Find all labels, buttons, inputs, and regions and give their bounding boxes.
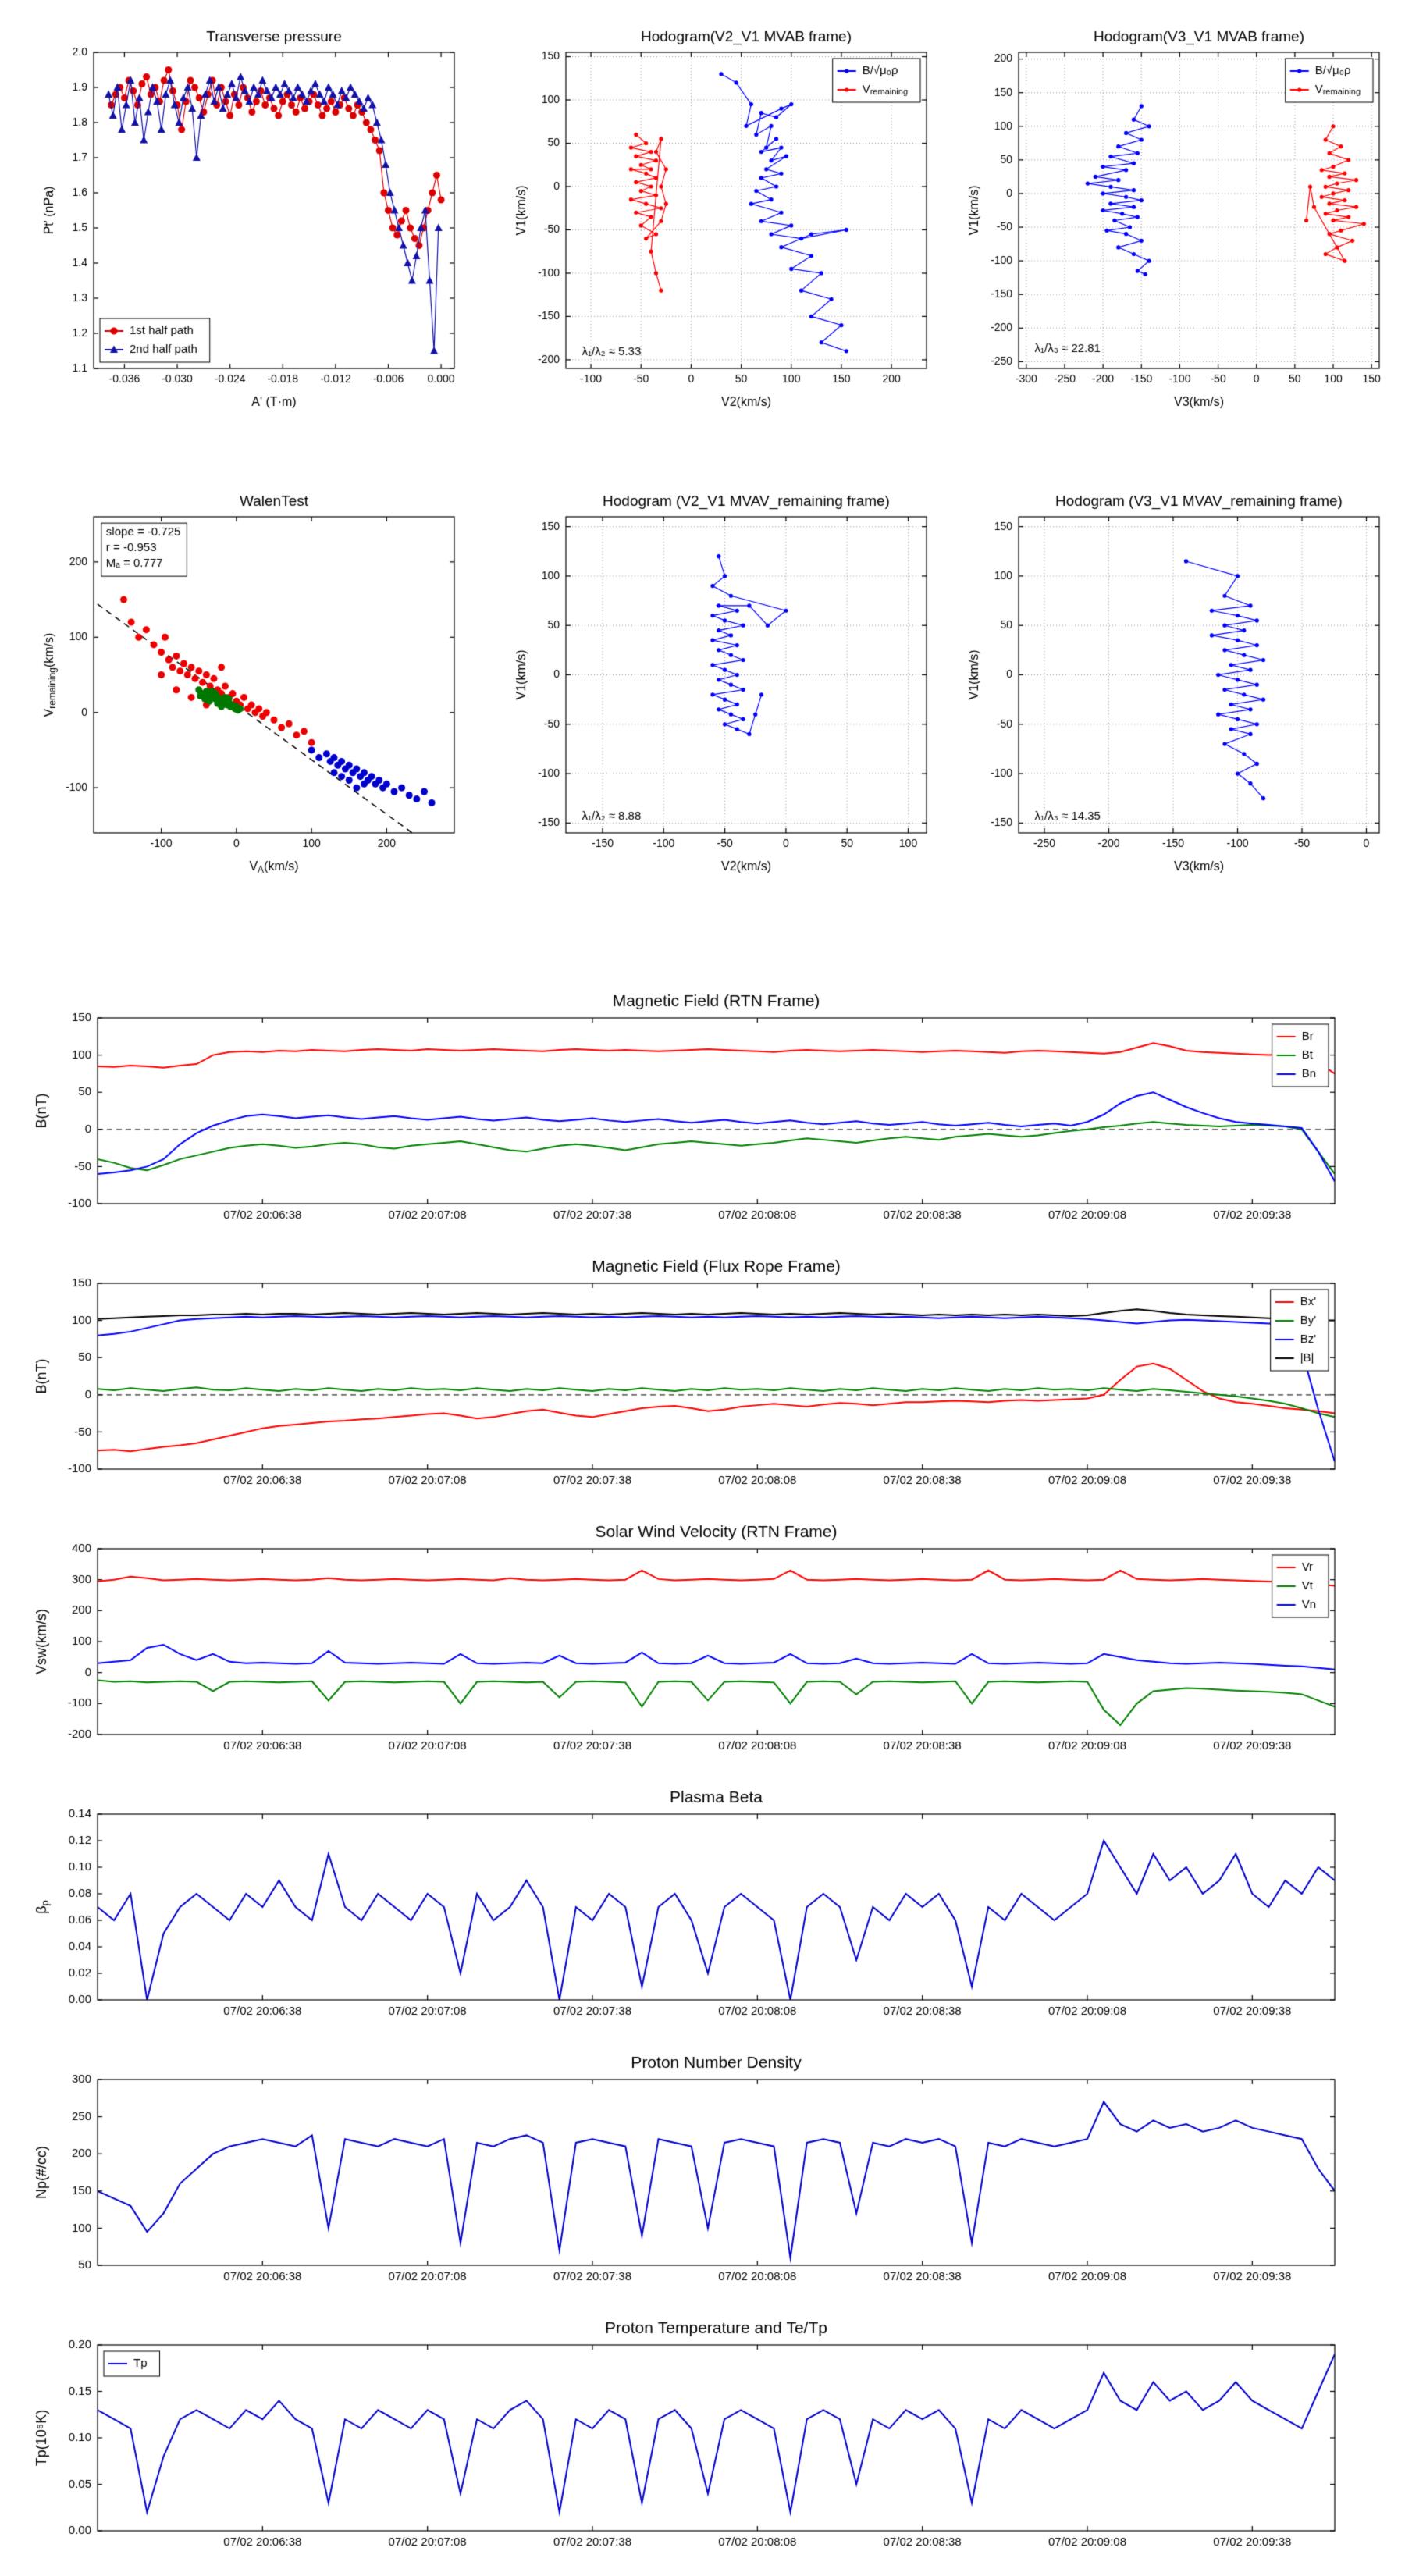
- panel-plasma-beta: [23, 1780, 1382, 2037]
- panel-hodogram-v2v1-mvab: [503, 20, 941, 414]
- panel-proton-temperature: [23, 2311, 1382, 2568]
- panel-proton-density: [23, 2045, 1382, 2303]
- panel-walen-test: [31, 484, 468, 878]
- panel-magnetic-field-rtn: [23, 984, 1382, 1241]
- panel-solar-wind-velocity: [23, 1514, 1382, 1772]
- panel-transverse-pressure: [31, 20, 468, 414]
- panel-hodogram-v3v1-mvab: [956, 20, 1393, 414]
- panel-magnetic-field-fluxrope: [23, 1249, 1382, 1507]
- panel-hodogram-v2v1-mvav: [503, 484, 941, 878]
- panel-hodogram-v3v1-mvav: [956, 484, 1393, 878]
